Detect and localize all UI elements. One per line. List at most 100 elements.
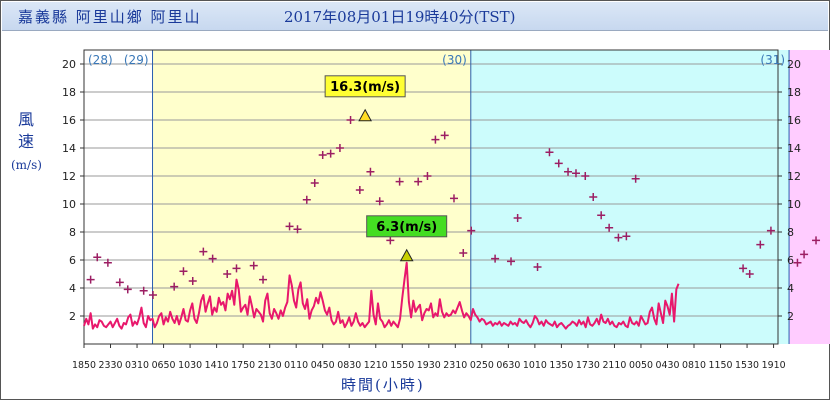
gust-marker (115, 278, 124, 287)
y-tick-label-right: 6 (787, 254, 794, 267)
gust-marker (310, 179, 319, 187)
x-tick-label: 0310 (125, 360, 149, 371)
gust-marker (223, 270, 232, 278)
y-tick-label-right: 16 (787, 114, 801, 127)
y-axis-label: 風 速 (m/s) (11, 109, 42, 173)
gust-marker (766, 226, 775, 235)
max_gust-triangle (358, 108, 372, 122)
max_wind-triangle (399, 248, 414, 262)
gust-marker (170, 282, 179, 291)
x-tick-label: 1550 (390, 360, 414, 371)
x-tick-label: 0110 (284, 360, 308, 371)
gust-marker (148, 291, 157, 299)
x-axis-label: 時間(小時) (341, 376, 425, 394)
gust-marker (533, 263, 542, 271)
day-band (470, 50, 790, 344)
day-label: (31) (760, 53, 785, 67)
gust-marker (545, 148, 554, 157)
gust-marker (103, 258, 112, 267)
y-tick-label-right: 18 (787, 86, 801, 99)
gust-marker (513, 214, 522, 222)
x-tick-label: 1350 (549, 360, 573, 371)
x-tick-label: 1850 (72, 360, 96, 371)
max_gust-label: 16.3(m/s) (330, 80, 400, 95)
x-tick-label: 1750 (231, 360, 255, 371)
y-tick-label-right: 4 (787, 282, 794, 295)
header-bar: 嘉義縣 阿里山鄉 阿里山 2017年08月01日19時40分(TST) (2, 2, 828, 31)
gust-marker (812, 236, 821, 245)
y-tick-label-left: 10 (62, 198, 76, 211)
gust-marker (139, 286, 148, 295)
gust-marker (179, 267, 188, 276)
x-tick-label: 0830 (337, 360, 361, 371)
x-tick-label: 0810 (682, 360, 706, 371)
x-tick-label: 1410 (205, 360, 229, 371)
gust-marker (395, 177, 404, 186)
x-tick-label: 0430 (655, 360, 679, 371)
gust-marker (386, 236, 395, 245)
gust-marker (459, 249, 468, 257)
y-tick-label-right: 20 (787, 58, 801, 71)
gust-marker (793, 258, 802, 267)
x-tick-label: 0650 (152, 360, 176, 371)
gust-marker (366, 167, 375, 176)
gust-marker (259, 275, 268, 284)
gust-marker (449, 194, 458, 203)
gust-marker (581, 172, 590, 180)
y-tick-label-left: 6 (69, 254, 76, 267)
x-tick-label: 1150 (709, 360, 733, 371)
gust-marker (355, 186, 364, 194)
y-tick-label-left: 20 (62, 58, 76, 71)
gust-marker (232, 264, 241, 273)
gust-marker (423, 172, 432, 180)
max_gust-label-box (324, 75, 406, 98)
day-band (152, 50, 471, 344)
y-axis-label-char-2: 速 (17, 132, 34, 151)
gust-marker (199, 247, 208, 256)
gust-marker (414, 177, 423, 186)
y-tick-label-left: 16 (62, 114, 76, 127)
gust-marker (318, 151, 327, 159)
day-band (84, 50, 153, 344)
max_wind-label-box (366, 215, 448, 238)
x-tick-label: 2110 (602, 360, 626, 371)
gust-marker (93, 253, 102, 262)
wind-speed-line (83, 261, 680, 330)
y-axis-label-char-1: 風 (17, 110, 34, 129)
max_wind-label: 6.3(m/s) (376, 220, 437, 235)
gust-marker (564, 167, 573, 176)
x-tick-label: 1530 (735, 360, 759, 371)
gust-marker (375, 197, 384, 206)
gust-marker (285, 222, 294, 231)
x-tick-label: 1730 (576, 360, 600, 371)
y-tick-label-right: 12 (787, 170, 801, 183)
gust-marker (208, 254, 217, 263)
x-tick-label: 2330 (99, 360, 123, 371)
y-tick-label-left: 12 (62, 170, 76, 183)
gust-marker (631, 174, 640, 183)
x-tick-label: 2310 (443, 360, 467, 371)
x-tick-label: 0050 (629, 360, 653, 371)
y-tick-label-left: 2 (69, 310, 76, 323)
x-tick-label: 1010 (523, 360, 547, 371)
x-tick-label: 1210 (364, 360, 388, 371)
gust-marker (86, 275, 95, 284)
gust-marker (431, 135, 440, 144)
gust-marker (467, 226, 476, 235)
x-tick-label: 2130 (258, 360, 282, 371)
x-tick-label: 0630 (496, 360, 520, 371)
gust-marker (745, 270, 754, 278)
x-tick-label: 0250 (470, 360, 494, 371)
y-tick-label-left: 14 (62, 142, 76, 155)
gust-marker (614, 233, 623, 242)
x-tick-label: 1930 (417, 360, 441, 371)
gust-marker (589, 193, 598, 201)
y-tick-label-left: 4 (69, 282, 76, 295)
gust-marker (571, 169, 580, 178)
gust-marker (123, 285, 132, 294)
day-label: (29) (124, 53, 149, 67)
x-tick-label: 1910 (762, 360, 786, 371)
gust-marker (597, 211, 606, 220)
day-band (789, 50, 830, 344)
